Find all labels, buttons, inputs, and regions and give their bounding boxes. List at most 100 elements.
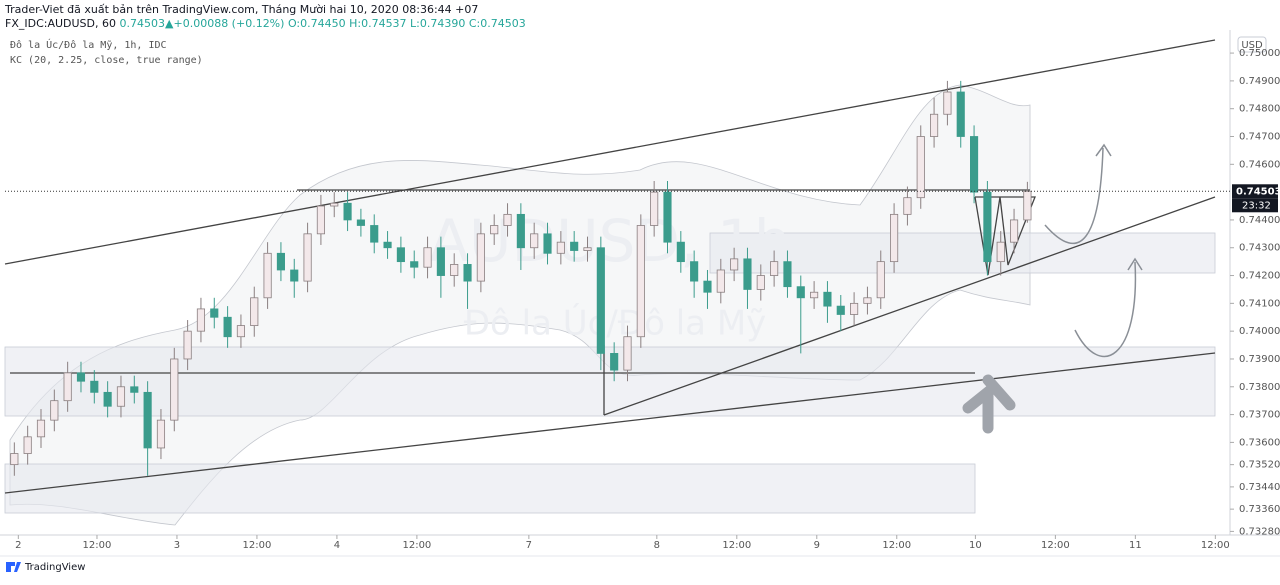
candle-body	[1009, 219, 1019, 243]
currency-button[interactable]	[1237, 36, 1267, 53]
x-tick-label: 4	[334, 540, 340, 551]
trend-line	[4, 39, 1216, 265]
candle-body	[156, 419, 166, 449]
candle-body	[103, 391, 112, 407]
candle-body	[76, 372, 86, 382]
y-tick-label: 0.74600	[1239, 159, 1280, 170]
candle-body	[636, 225, 645, 338]
candle-body	[223, 316, 232, 338]
y-tick-label: 0.74000	[1239, 326, 1280, 337]
candle-body	[743, 258, 752, 290]
publisher: Trader-Viet đã xuất bản trên TradingView…	[4, 3, 478, 16]
candle-body	[183, 330, 192, 360]
last-price-box	[1232, 184, 1278, 199]
candle-body	[236, 325, 246, 338]
candle-body	[196, 308, 206, 332]
up-arrow-mark	[962, 374, 1016, 434]
y-tick-label: 0.73900	[1239, 354, 1280, 365]
candle-body	[50, 400, 59, 421]
y-tick-label: 0.73360	[1239, 504, 1280, 515]
candle-body	[903, 197, 912, 215]
y-tick-label: 0.73440	[1239, 482, 1280, 493]
last: 0.74503	[120, 17, 166, 30]
y-tick-label: 0.74400	[1239, 215, 1280, 226]
candle-body	[490, 225, 499, 235]
candle-body	[823, 291, 832, 307]
candle-body	[10, 453, 19, 466]
y-tick-label: 0.74200	[1239, 271, 1280, 282]
candle-body	[930, 113, 939, 137]
candle-body	[250, 297, 259, 327]
brand-logo	[6, 562, 21, 572]
candle-body	[863, 297, 872, 304]
countdown: 23:32	[1242, 200, 1271, 211]
legend-entry: KC (20, 2.25, close, true range)	[10, 55, 203, 66]
candle-body	[476, 233, 485, 282]
candle-body	[876, 261, 885, 299]
candle-body	[410, 261, 419, 268]
candle-body	[90, 380, 99, 393]
y-tick-label: 0.73700	[1239, 410, 1280, 421]
countdown-box	[1232, 198, 1278, 213]
candle-body	[436, 247, 445, 276]
up-arrow: ▲	[165, 17, 174, 30]
candle-body	[730, 258, 739, 271]
candle-body	[143, 391, 152, 449]
candle-body	[690, 261, 699, 282]
candle-body	[530, 233, 539, 249]
candle-body	[516, 213, 525, 249]
candle-body	[850, 302, 859, 315]
candle-body	[130, 386, 139, 393]
candle-body	[356, 219, 365, 226]
y-tick-label: 0.73600	[1239, 437, 1280, 448]
candle-body	[836, 305, 845, 315]
candle-body	[650, 191, 659, 226]
change: +0.00088 (+0.12%)	[173, 17, 284, 30]
candle-body	[623, 336, 632, 371]
watermark: Đô la Úc/Đô la Mỹ	[464, 303, 767, 344]
brand: TradingView	[24, 562, 85, 573]
x-tick-label: 2	[15, 540, 21, 551]
candle-body	[423, 247, 432, 268]
x-tick-label: 10	[969, 540, 982, 551]
currency[interactable]: USD	[1241, 40, 1263, 51]
x-tick-label: 12:00	[1041, 540, 1070, 551]
candles	[10, 80, 1032, 476]
candle-body	[503, 213, 512, 226]
candle-body	[263, 252, 272, 299]
candle-body	[543, 233, 552, 254]
candle-body	[316, 205, 325, 235]
x-tick-label: 7	[526, 540, 532, 551]
candle-body	[450, 264, 459, 276]
candle-body	[63, 372, 72, 402]
candle-body	[290, 269, 299, 282]
projection-arrow	[1044, 143, 1112, 245]
candle-body	[610, 353, 619, 371]
candle-body	[796, 286, 805, 299]
candle-body	[783, 261, 792, 288]
x-tick-label: 12:00	[722, 540, 751, 551]
x-tick-label: 12:00	[882, 540, 911, 551]
candle-body	[596, 247, 605, 354]
candle-body	[343, 202, 352, 221]
candle-body	[663, 191, 672, 243]
candle-body	[890, 213, 899, 263]
x-tick-label: 12:00	[402, 540, 431, 551]
y-tick-label: 0.75000	[1239, 48, 1280, 59]
candle-body	[23, 436, 32, 454]
candle-body	[210, 308, 219, 318]
projection-arrow	[1074, 257, 1143, 358]
y-tick-label: 0.73280	[1239, 526, 1280, 537]
candle-body	[996, 241, 1005, 263]
x-tick-label: 12:00	[83, 540, 112, 551]
y-tick-label: 0.73520	[1239, 460, 1280, 471]
drawings	[4, 39, 1216, 526]
candle-body	[463, 264, 472, 282]
candle-body	[583, 247, 592, 251]
candle-body	[1023, 190, 1032, 221]
candle-body	[370, 225, 379, 243]
candle-body	[383, 241, 392, 249]
candle-body	[943, 91, 952, 115]
symbol: FX_IDC:AUDUSD, 60	[5, 17, 116, 30]
x-tick-label: 12:00	[1201, 540, 1230, 551]
